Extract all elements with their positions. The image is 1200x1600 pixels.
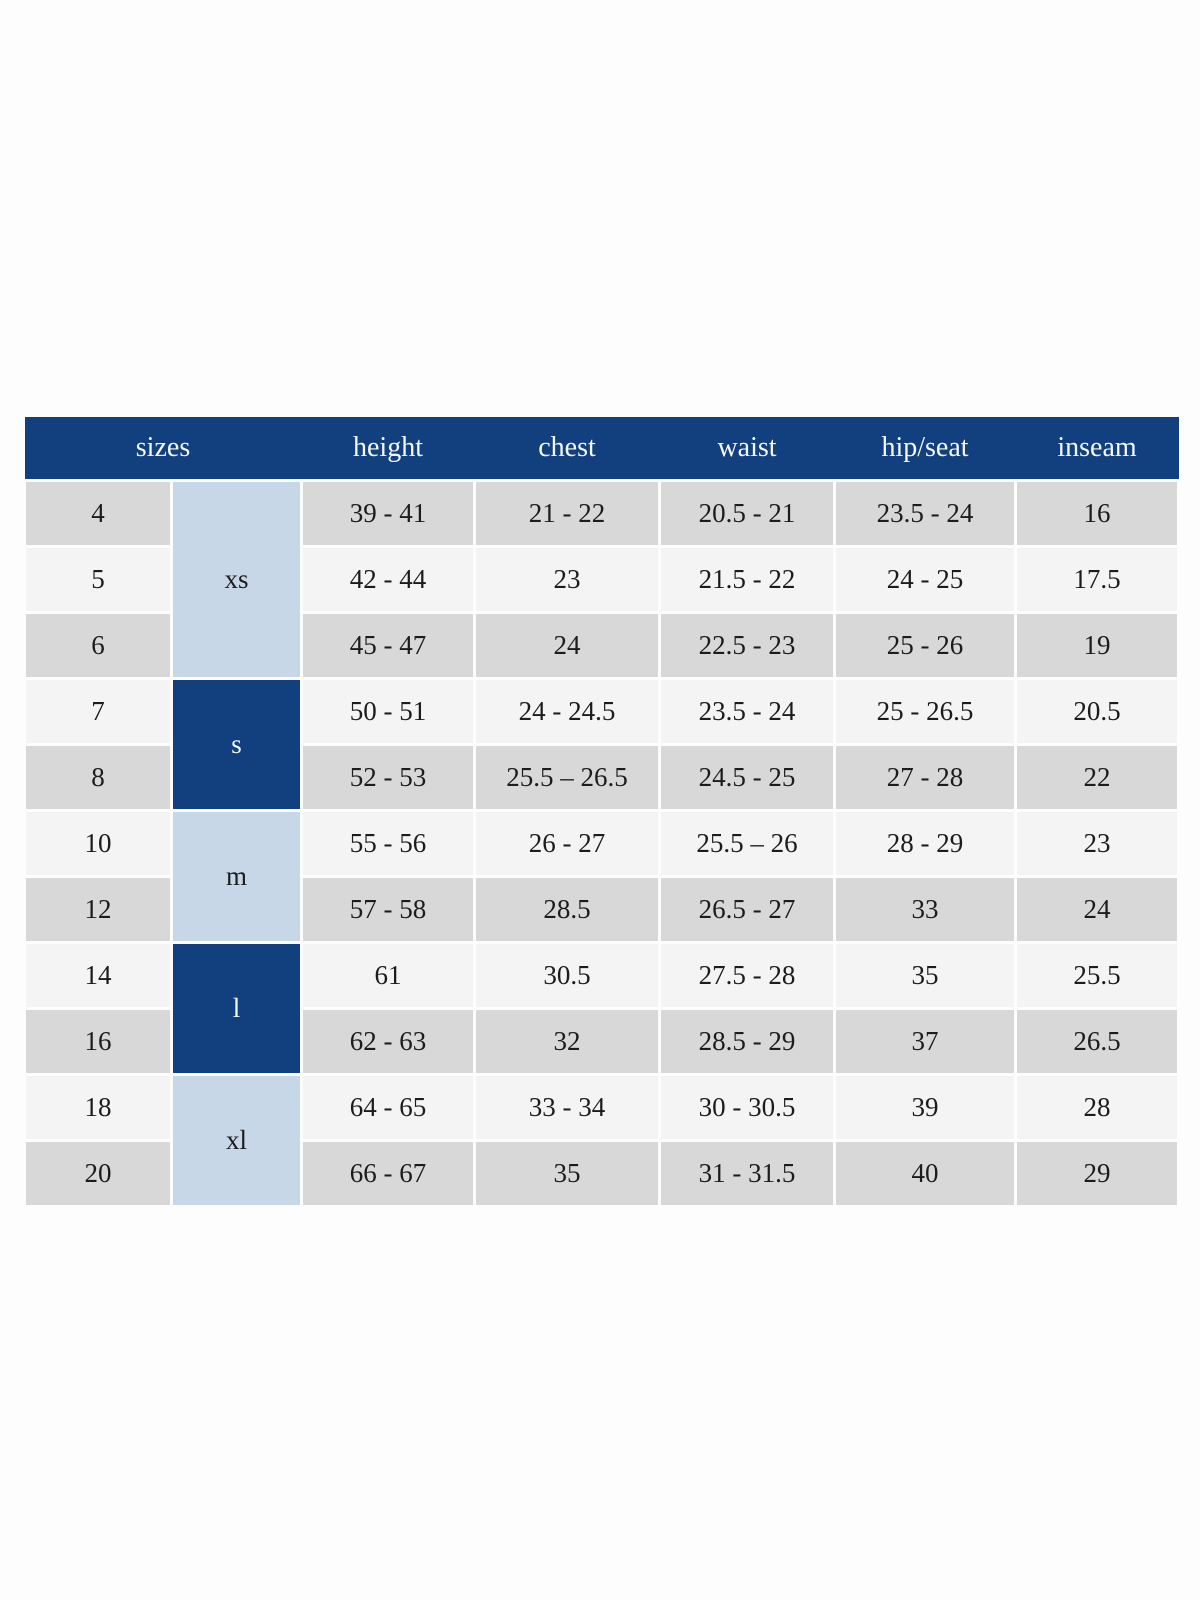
table-row: 8 52 - 53 25.5 – 26.5 24.5 - 25 27 - 28 22 xyxy=(23,743,1180,812)
hip-seat-cell: 28 - 29 xyxy=(833,809,1017,878)
table-row: 5 42 - 44 23 21.5 - 22 24 - 25 17.5 xyxy=(23,545,1180,614)
inseam-cell: 24 xyxy=(1014,875,1180,944)
table-row: 10 m 55 - 56 26 - 27 25.5 – 26 28 - 29 23 xyxy=(23,809,1180,944)
inseam-cell: 23 xyxy=(1014,809,1180,878)
hip-seat-cell: 35 xyxy=(833,941,1017,1010)
waist-cell: 24.5 - 25 xyxy=(658,743,836,812)
chest-cell: 26 - 27 xyxy=(473,809,661,878)
waist-cell: 30 - 30.5 xyxy=(658,1073,836,1142)
chest-cell: 33 - 34 xyxy=(473,1073,661,1142)
height-cell: 50 - 51 xyxy=(300,677,476,746)
size-number-cell: 14 xyxy=(23,941,173,1010)
chest-cell: 21 - 22 xyxy=(473,479,661,548)
waist-cell: 27.5 - 28 xyxy=(658,941,836,1010)
size-chart: sizes height chest waist hip/seat inseam… xyxy=(23,417,1180,1208)
size-group-cell: m xyxy=(170,809,303,944)
inseam-cell: 19 xyxy=(1014,611,1180,680)
table-row: 6 45 - 47 24 22.5 - 23 25 - 26 19 xyxy=(23,611,1180,680)
hip-seat-cell: 39 xyxy=(833,1073,1017,1142)
size-number-cell: 16 xyxy=(23,1007,173,1076)
column-header-hip-seat: hip/seat xyxy=(834,417,1016,482)
height-cell: 62 - 63 xyxy=(300,1007,476,1076)
waist-cell: 23.5 - 24 xyxy=(658,677,836,746)
chest-cell: 28.5 xyxy=(473,875,661,944)
chest-cell: 35 xyxy=(473,1139,661,1208)
size-number-cell: 20 xyxy=(23,1139,173,1208)
chest-cell: 24 xyxy=(473,611,661,680)
hip-seat-cell: 27 - 28 xyxy=(833,743,1017,812)
height-cell: 57 - 58 xyxy=(300,875,476,944)
inseam-cell: 17.5 xyxy=(1014,545,1180,614)
size-table-body: 4 xs 39 - 41 21 - 22 20.5 - 21 23.5 - 24 16 5 42… xyxy=(23,479,1180,1208)
table-row: 16 62 - 63 32 28.5 - 29 37 26.5 xyxy=(23,1007,1180,1076)
table-row: 20 66 - 67 35 31 - 31.5 40 29 xyxy=(23,1139,1180,1208)
chest-cell: 25.5 – 26.5 xyxy=(473,743,661,812)
column-header-waist: waist xyxy=(659,417,835,482)
height-cell: 66 - 67 xyxy=(300,1139,476,1208)
size-number-cell: 12 xyxy=(23,875,173,944)
table-row: 14 l 61 30.5 27.5 - 28 35 25.5 xyxy=(23,941,1180,1076)
chest-cell: 23 xyxy=(473,545,661,614)
hip-seat-cell: 23.5 - 24 xyxy=(833,479,1017,548)
size-number-cell: 6 xyxy=(23,611,173,680)
size-group-cell: l xyxy=(170,941,303,1076)
header-row: sizes height chest waist hip/seat inseam xyxy=(24,417,1179,482)
table-row: 18 xl 64 - 65 33 - 34 30 - 30.5 39 28 xyxy=(23,1073,1180,1208)
chest-cell: 32 xyxy=(473,1007,661,1076)
hip-seat-cell: 40 xyxy=(833,1139,1017,1208)
height-cell: 52 - 53 xyxy=(300,743,476,812)
size-number-cell: 4 xyxy=(23,479,173,548)
height-cell: 39 - 41 xyxy=(300,479,476,548)
hip-seat-cell: 25 - 26 xyxy=(833,611,1017,680)
inseam-cell: 25.5 xyxy=(1014,941,1180,1010)
size-chart-table: sizes height chest waist hip/seat inseam… xyxy=(23,417,1180,1208)
hip-seat-cell: 37 xyxy=(833,1007,1017,1076)
table-row: 4 xs 39 - 41 21 - 22 20.5 - 21 23.5 - 24 16 xyxy=(23,479,1180,680)
waist-cell: 26.5 - 27 xyxy=(658,875,836,944)
table-row: 7 s 50 - 51 24 - 24.5 23.5 - 24 25 - 26.5 20.5 xyxy=(23,677,1180,812)
inseam-cell: 20.5 xyxy=(1014,677,1180,746)
chest-cell: 24 - 24.5 xyxy=(473,677,661,746)
column-header-chest: chest xyxy=(474,417,660,482)
waist-cell: 22.5 - 23 xyxy=(658,611,836,680)
column-header-inseam: inseam xyxy=(1015,417,1179,482)
size-number-cell: 8 xyxy=(23,743,173,812)
size-group-cell: s xyxy=(170,677,303,812)
hip-seat-cell: 24 - 25 xyxy=(833,545,1017,614)
hip-seat-cell: 25 - 26.5 xyxy=(833,677,1017,746)
hip-seat-cell: 33 xyxy=(833,875,1017,944)
height-cell: 42 - 44 xyxy=(300,545,476,614)
waist-cell: 20.5 - 21 xyxy=(658,479,836,548)
waist-cell: 21.5 - 22 xyxy=(658,545,836,614)
column-header-height: height xyxy=(301,417,475,482)
inseam-cell: 22 xyxy=(1014,743,1180,812)
height-cell: 55 - 56 xyxy=(300,809,476,878)
column-header-sizes: sizes xyxy=(24,417,302,482)
inseam-cell: 26.5 xyxy=(1014,1007,1180,1076)
size-number-cell: 5 xyxy=(23,545,173,614)
size-group-cell: xs xyxy=(170,479,303,680)
table-row: 12 57 - 58 28.5 26.5 - 27 33 24 xyxy=(23,875,1180,944)
chest-cell: 30.5 xyxy=(473,941,661,1010)
waist-cell: 28.5 - 29 xyxy=(658,1007,836,1076)
waist-cell: 25.5 – 26 xyxy=(658,809,836,878)
height-cell: 61 xyxy=(300,941,476,1010)
size-group-cell: xl xyxy=(170,1073,303,1208)
waist-cell: 31 - 31.5 xyxy=(658,1139,836,1208)
size-number-cell: 10 xyxy=(23,809,173,878)
height-cell: 45 - 47 xyxy=(300,611,476,680)
inseam-cell: 28 xyxy=(1014,1073,1180,1142)
size-number-cell: 7 xyxy=(23,677,173,746)
inseam-cell: 16 xyxy=(1014,479,1180,548)
height-cell: 64 - 65 xyxy=(300,1073,476,1142)
size-number-cell: 18 xyxy=(23,1073,173,1142)
inseam-cell: 29 xyxy=(1014,1139,1180,1208)
